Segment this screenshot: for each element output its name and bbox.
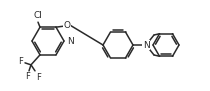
Text: N: N <box>67 36 74 46</box>
Text: F: F <box>18 57 23 66</box>
Text: N: N <box>143 40 149 50</box>
Text: F: F <box>26 72 30 81</box>
Text: O: O <box>63 21 71 30</box>
Text: Cl: Cl <box>34 11 42 20</box>
Text: F: F <box>36 73 41 82</box>
